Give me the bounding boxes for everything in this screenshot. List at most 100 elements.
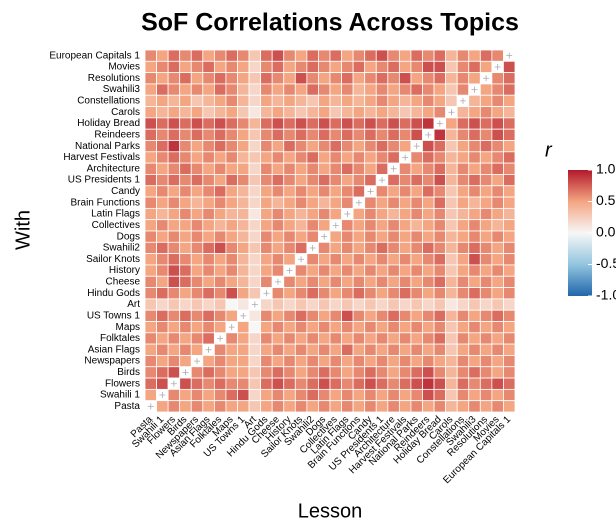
heatmap-cell [156,332,169,345]
heatmap-cell [190,321,204,334]
heatmap-cell [352,106,366,119]
heatmap-cell [364,253,377,266]
heatmap-cell [248,377,262,390]
heatmap-cell [179,106,192,119]
heatmap-cell [283,287,296,300]
heatmap-cell [456,162,470,175]
heatmap-cell [271,72,285,85]
heatmap-cell [318,298,331,311]
heatmap-cell [341,162,354,175]
heatmap-cell [213,230,227,243]
heatmap-cell [479,241,493,255]
heatmap-cell [410,241,423,255]
heatmap-cell [433,343,447,356]
heatmap-cell [225,128,238,141]
heatmap-cell [318,60,331,74]
heatmap-cell [271,321,285,334]
heatmap-cell [352,162,366,175]
heatmap-cell [468,117,481,130]
heatmap-cell [352,185,366,198]
heatmap-cell [491,174,504,187]
heatmap-cell [479,174,493,187]
heatmap-cell [306,162,319,175]
heatmap-cell [294,117,308,130]
heatmap-cell [271,287,285,300]
heatmap-cell [491,185,504,198]
heatmap-cell [306,185,319,198]
heatmap-cell [422,94,435,107]
heatmap-cell [503,196,516,209]
heatmap-cell [179,298,192,311]
heatmap-cell [190,275,204,288]
heatmap-cell [410,287,423,300]
heatmap-cell [167,275,181,288]
heatmap-cell [491,219,504,232]
heatmap-cell [237,219,250,232]
heatmap-cell [190,366,204,379]
heatmap-cell [410,207,423,221]
heatmap-cell [387,309,400,322]
heatmap-cell [283,117,296,130]
heatmap-cell [387,207,400,221]
diagonal-marker [286,267,293,274]
heatmap-cell [167,83,181,96]
heatmap-cell [410,128,423,141]
heatmap-cell [225,230,238,243]
diagonal-marker [344,211,351,218]
heatmap-cell [318,128,331,141]
heatmap-cell [294,83,308,96]
heatmap-cell [237,287,250,300]
heatmap-cell [364,128,377,141]
heatmap-cell [375,253,389,266]
heatmap-cell [468,355,481,368]
heatmap-cell [364,309,377,322]
heatmap-cell [225,264,238,277]
heatmap-cell [375,106,389,119]
heatmap-cell [213,162,227,175]
heatmap-cell [491,94,504,107]
heatmap-cell [213,275,227,288]
heatmap-cell [306,287,319,300]
heatmap-cell [271,162,285,175]
heatmap-cell [271,366,285,379]
y-tick-label: Harvest Festivals [63,152,140,163]
heatmap-cell [422,162,435,175]
heatmap-cell [329,287,342,300]
heatmap-cell [260,60,273,74]
heatmap-cell [225,287,238,300]
heatmap-cell [398,94,412,107]
heatmap-cell [445,162,458,175]
heatmap-cell [225,400,238,413]
heatmap-cell [422,196,435,209]
heatmap-cell [433,275,447,288]
heatmap-cell [260,174,273,187]
heatmap-cell [445,219,458,232]
heatmap-cell [398,241,412,255]
heatmap-cell [456,275,470,288]
y-tick-label: Movies [108,62,140,73]
heatmap-cell [468,151,481,164]
heatmap-cell [179,151,192,164]
heatmap-cell [387,185,400,198]
heatmap-cell [179,219,192,232]
heatmap-cell [410,388,423,402]
heatmap-cell [306,106,319,119]
heatmap-cell [503,140,516,153]
heatmap-cell [352,207,366,221]
heatmap-cell [190,140,204,153]
heatmap-cell [294,185,308,198]
heatmap-cell [202,196,215,209]
heatmap-cell [283,162,296,175]
heatmap-cell [190,377,204,390]
heatmap-cell [144,162,157,175]
heatmap-cell [271,377,285,390]
heatmap-cell [387,298,400,311]
heatmap-cell [422,355,435,368]
heatmap-cell [283,140,296,153]
heatmap-cell [491,72,504,85]
heatmap-cell [456,60,470,74]
heatmap-cell [294,49,308,62]
heatmap-cell [248,94,262,107]
heatmap-cell [306,49,319,62]
heatmap-cell [410,151,423,164]
